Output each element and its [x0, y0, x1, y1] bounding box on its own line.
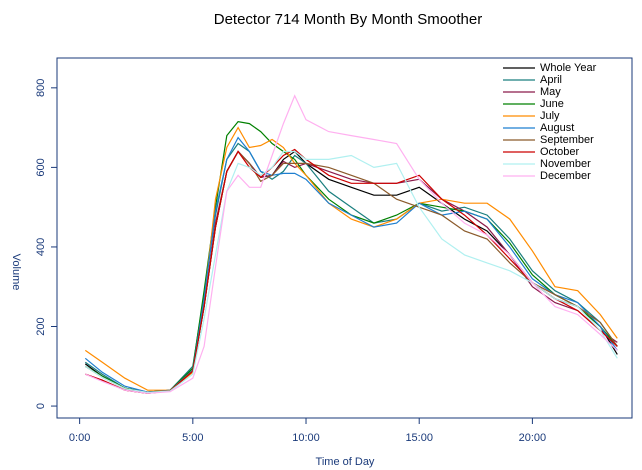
series-line: [85, 148, 618, 394]
legend-label: April: [540, 74, 562, 86]
legend-label: August: [540, 122, 574, 134]
legend-label: July: [540, 110, 560, 122]
y-tick-label: 0: [35, 403, 47, 409]
legend-label: May: [540, 86, 561, 98]
legend-label: Whole Year: [540, 62, 597, 74]
y-tick-label: 800: [35, 79, 47, 97]
series-line: [84, 142, 618, 393]
series-line: [84, 120, 618, 393]
legend-label: September: [540, 134, 594, 146]
series-line: [84, 150, 618, 394]
chart-title: Detector 714 Month By Month Smoother: [214, 11, 482, 28]
x-tick-label: 10:00: [292, 432, 320, 444]
series-line: [84, 126, 618, 391]
x-axis-label: Time of Day: [316, 456, 375, 468]
y-tick-label: 400: [35, 238, 47, 256]
legend-label: June: [540, 98, 564, 110]
x-tick-label: 0:00: [69, 432, 90, 444]
y-tick-label: 600: [35, 158, 47, 176]
plot-frame: [56, 57, 633, 419]
x-tick-label: 20:00: [519, 432, 547, 444]
x-tick-label: 5:00: [182, 432, 203, 444]
y-axis-label: Volume: [10, 254, 22, 291]
legend-label: December: [540, 170, 591, 182]
legend-label: October: [540, 146, 579, 158]
series-line: [85, 94, 618, 394]
series-line: [84, 150, 618, 393]
x-tick-label: 15:00: [405, 432, 433, 444]
y-tick-label: 200: [35, 317, 47, 335]
legend-label: November: [540, 158, 591, 170]
